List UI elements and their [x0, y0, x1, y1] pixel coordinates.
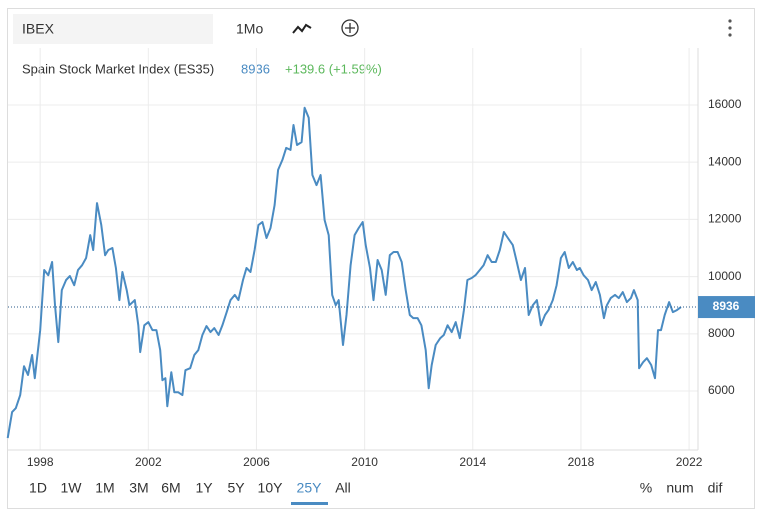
range-button[interactable]: 5Y: [227, 480, 245, 496]
range-button[interactable]: 1M: [95, 480, 114, 496]
mode-button[interactable]: num: [666, 480, 693, 496]
x-tick-label: 1998: [27, 455, 54, 469]
mode-button[interactable]: %: [640, 480, 652, 496]
x-tick-label: 2010: [351, 455, 378, 469]
y-tick-label: 16000: [708, 97, 742, 111]
range-button[interactable]: All: [335, 480, 351, 496]
add-icon[interactable]: [341, 19, 359, 37]
price: 8936: [241, 61, 270, 76]
mode-button[interactable]: dif: [708, 480, 723, 496]
symbol-input[interactable]: [13, 14, 213, 44]
range-button[interactable]: 25Y: [297, 480, 323, 496]
price-line: [6, 106, 682, 439]
y-tick-label: 10000: [708, 269, 742, 283]
widget-frame: [7, 8, 755, 509]
last-price-box: [698, 296, 755, 319]
range-button[interactable]: 3M: [129, 480, 148, 496]
y-tick-label: 12000: [708, 212, 742, 226]
range-button[interactable]: 6M: [161, 480, 180, 496]
range-button[interactable]: 1D: [29, 480, 47, 496]
symbol-text: IBEX: [22, 21, 55, 37]
x-tick-label: 2014: [459, 455, 486, 469]
change: +139.6 (+1.59%): [285, 61, 382, 76]
add-icon-plus: [345, 23, 355, 33]
chart-title: Spain Stock Market Index (ES35): [22, 61, 214, 76]
range-button[interactable]: 1Y: [195, 480, 213, 496]
x-tick-label: 2022: [676, 455, 703, 469]
range-button[interactable]: 10Y: [258, 480, 284, 496]
y-tick-label: 8000: [708, 326, 735, 340]
menu-icon[interactable]: [728, 19, 732, 37]
x-tick-label: 2006: [243, 455, 270, 469]
chart-type-icon[interactable]: [292, 23, 312, 34]
x-tick-label: 2018: [568, 455, 595, 469]
interval-button[interactable]: 1Mo: [236, 21, 263, 37]
y-tick-label: 14000: [708, 154, 742, 168]
last-price-label: 8936: [713, 299, 740, 313]
active-range-underline: [291, 502, 328, 505]
range-button[interactable]: 1W: [61, 480, 83, 496]
x-tick-label: 2002: [135, 455, 162, 469]
y-tick-label: 6000: [708, 383, 735, 397]
